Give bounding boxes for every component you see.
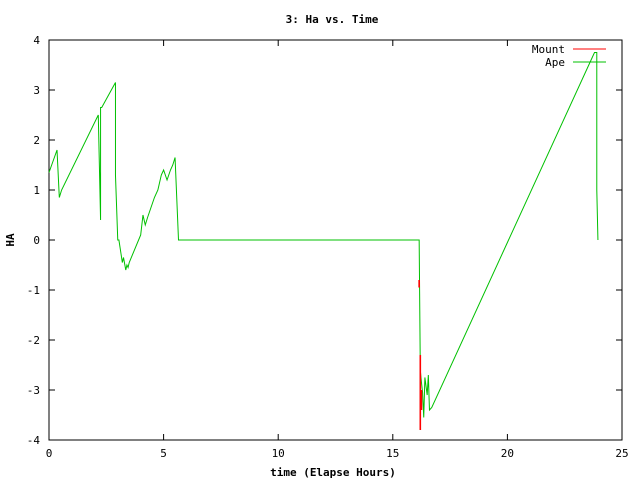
x-tick-label: 10 <box>272 447 285 460</box>
x-axis-title: time (Elapse Hours) <box>270 466 396 479</box>
y-axis-title: HA <box>4 233 17 247</box>
legend-label: Mount <box>532 43 565 56</box>
y-tick-label: -3 <box>27 384 40 397</box>
y-tick-label: -1 <box>27 284 40 297</box>
y-tick-label: 3 <box>33 84 40 97</box>
y-tick-label: 0 <box>33 234 40 247</box>
series-line-mount <box>418 280 423 430</box>
y-tick-label: 1 <box>33 184 40 197</box>
series-line-ape <box>48 52 599 418</box>
x-tick-label: 0 <box>46 447 53 460</box>
x-tick-label: 15 <box>386 447 399 460</box>
series-layer <box>48 52 599 430</box>
y-tick-label: 2 <box>33 134 40 147</box>
x-tick-label: 20 <box>501 447 514 460</box>
legend-label: Ape <box>545 56 565 69</box>
x-tick-label: 25 <box>615 447 628 460</box>
y-tick-label: 4 <box>33 34 40 47</box>
y-tick-label: -2 <box>27 334 40 347</box>
y-tick-label: -4 <box>27 434 41 447</box>
axis-ticks: 0 5 10 15 20 25 -4 -3 -2 -1 0 1 2 3 4 <box>27 34 629 460</box>
chart-title: 3: Ha vs. Time <box>286 13 379 26</box>
x-tick-label: 5 <box>160 447 167 460</box>
